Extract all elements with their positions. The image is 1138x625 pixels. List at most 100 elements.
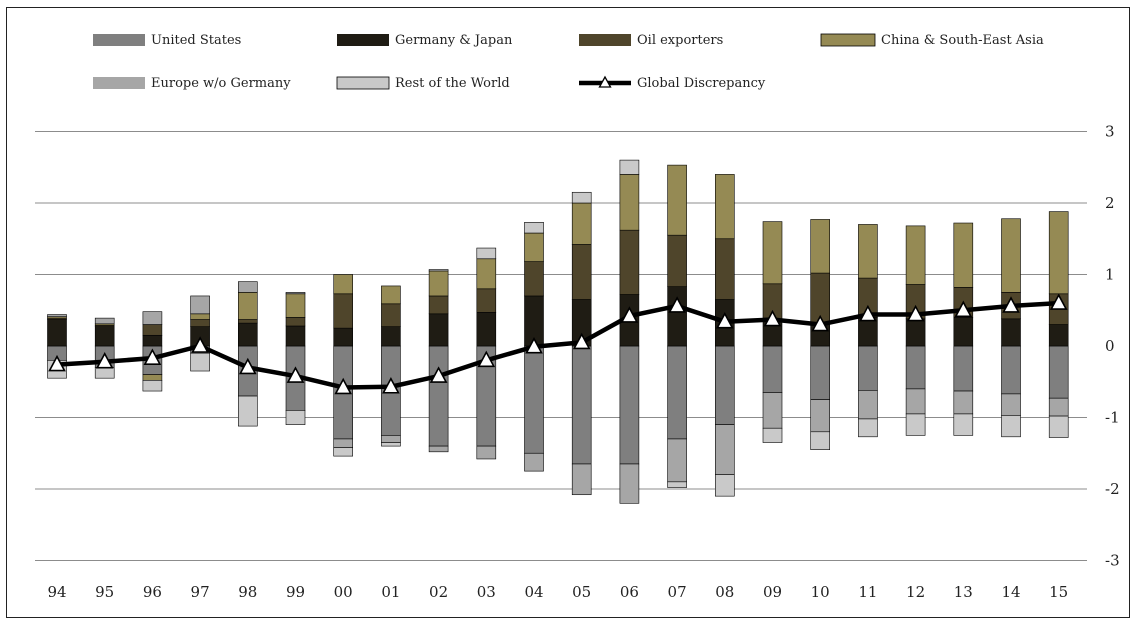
bar-china-south-east-asia [619, 174, 640, 231]
x-tick-label: 02 [429, 583, 448, 601]
x-tick-label: 03 [477, 583, 496, 601]
bar-china-south-east-asia [858, 224, 878, 279]
bar-rest-of-the-world [190, 352, 210, 372]
bar-oil-exporters [285, 317, 306, 327]
point-global-discrepancy [334, 377, 353, 395]
bar-oil-exporters [476, 288, 497, 313]
bar-oil-exporters [238, 319, 258, 324]
bar-oil-exporters [428, 295, 449, 315]
bar-europe-w-o-germany [524, 452, 544, 472]
x-tick-label: 06 [620, 583, 639, 601]
bar-china-south-east-asia [333, 274, 354, 295]
bar-europe-w-o-germany [285, 292, 306, 295]
bar-europe-w-o-germany [905, 388, 926, 415]
bar-germany-japan [858, 317, 878, 347]
y-tick-label: 2 [1105, 194, 1115, 212]
bar-united-states [714, 345, 735, 425]
gridlines [35, 131, 1087, 561]
bar-germany-japan [1001, 318, 1021, 347]
legend-label-global-discrepancy: Global Discrepancy [637, 76, 766, 91]
x-tick-label: 14 [1001, 583, 1020, 601]
x-tick-label: 95 [95, 583, 114, 601]
point-global-discrepancy [429, 366, 448, 383]
bar-rest-of-the-world [571, 191, 592, 204]
bar-rest-of-the-world [142, 380, 163, 392]
bar-rest-of-the-world [333, 447, 354, 457]
bar-europe-w-o-germany [476, 445, 497, 460]
bar-series [47, 159, 1069, 504]
point-global-discrepancy [238, 357, 257, 375]
bar-europe-w-o-germany [1001, 393, 1021, 416]
bar-united-states [667, 345, 687, 440]
bar-germany-japan [381, 326, 401, 347]
bar-europe-w-o-germany [571, 463, 592, 496]
bar-rest-of-the-world [476, 247, 497, 260]
bar-germany-japan [94, 326, 115, 347]
point-global-discrepancy [143, 348, 162, 365]
bar-united-states [619, 345, 640, 465]
bar-oil-exporters [190, 319, 210, 327]
x-tick-label: 11 [858, 583, 877, 601]
bar-germany-japan [667, 286, 687, 347]
legend-marker-global-discrepancy [598, 75, 612, 88]
bar-china-south-east-asia [667, 164, 687, 236]
point-global-discrepancy [811, 314, 830, 332]
point-global-discrepancy [48, 354, 66, 372]
x-tick-label: 98 [238, 583, 257, 601]
bar-rest-of-the-world [1001, 415, 1021, 438]
y-tick-label: -2 [1105, 480, 1120, 498]
bar-rest-of-the-world [381, 442, 401, 447]
x-tick-label: 04 [524, 583, 543, 601]
bar-europe-w-o-germany [1048, 397, 1069, 417]
bar-china-south-east-asia [142, 374, 163, 381]
bar-europe-w-o-germany [94, 317, 115, 325]
x-tick-label: 08 [715, 583, 734, 601]
bar-rest-of-the-world [285, 410, 306, 425]
point-global-discrepancy [1002, 296, 1020, 313]
bar-europe-w-o-germany [810, 399, 831, 433]
bar-europe-w-o-germany [190, 295, 210, 315]
bar-europe-w-o-germany [619, 463, 640, 504]
point-global-discrepancy [477, 350, 496, 368]
bar-europe-w-o-germany [47, 314, 67, 317]
legend-label-europe-w-o-germany: Europe w/o Germany [151, 76, 291, 91]
point-global-discrepancy [286, 366, 305, 383]
bar-rest-of-the-world [905, 413, 926, 436]
legend-swatch-united-states [93, 34, 145, 46]
bar-united-states [428, 345, 449, 447]
x-tick-label: 99 [286, 583, 305, 601]
legend-label-china-south-east-asia: China & South-East Asia [881, 33, 1044, 48]
point-global-discrepancy [191, 336, 209, 353]
bar-rest-of-the-world [1048, 415, 1069, 438]
point-global-discrepancy [859, 304, 877, 322]
bar-rest-of-the-world [953, 413, 974, 436]
bar-united-states [858, 345, 878, 391]
bar-europe-w-o-germany [142, 311, 163, 325]
bar-europe-w-o-germany [762, 392, 783, 429]
bar-oil-exporters [667, 234, 687, 287]
bar-china-south-east-asia [953, 222, 974, 288]
legend: United States Germany & Japan Oil exporter… [93, 33, 1044, 91]
y-tick-label: 1 [1105, 266, 1115, 284]
legend-label-germany-japan: Germany & Japan [395, 33, 513, 48]
bar-china-south-east-asia [238, 292, 258, 320]
bar-china-south-east-asia [476, 258, 497, 290]
bar-china-south-east-asia [428, 270, 449, 297]
bar-germany-japan [142, 334, 163, 347]
bar-china-south-east-asia [524, 232, 544, 262]
bar-europe-w-o-germany [381, 435, 401, 443]
bar-germany-japan [238, 322, 258, 347]
bar-europe-w-o-germany [953, 390, 974, 415]
global-discrepancy-line [48, 293, 1068, 395]
point-global-discrepancy [620, 306, 639, 323]
bar-europe-w-o-germany [238, 281, 258, 293]
bar-china-south-east-asia [1048, 211, 1069, 295]
x-tick-label: 10 [811, 583, 830, 601]
point-global-discrepancy [763, 309, 782, 327]
bar-germany-japan [47, 319, 67, 347]
x-tick-label: 13 [954, 583, 973, 601]
bar-rest-of-the-world [428, 269, 449, 272]
bar-oil-exporters [142, 324, 163, 336]
point-global-discrepancy [95, 352, 114, 369]
legend-swatch-europe-w-o-germany [93, 77, 145, 89]
